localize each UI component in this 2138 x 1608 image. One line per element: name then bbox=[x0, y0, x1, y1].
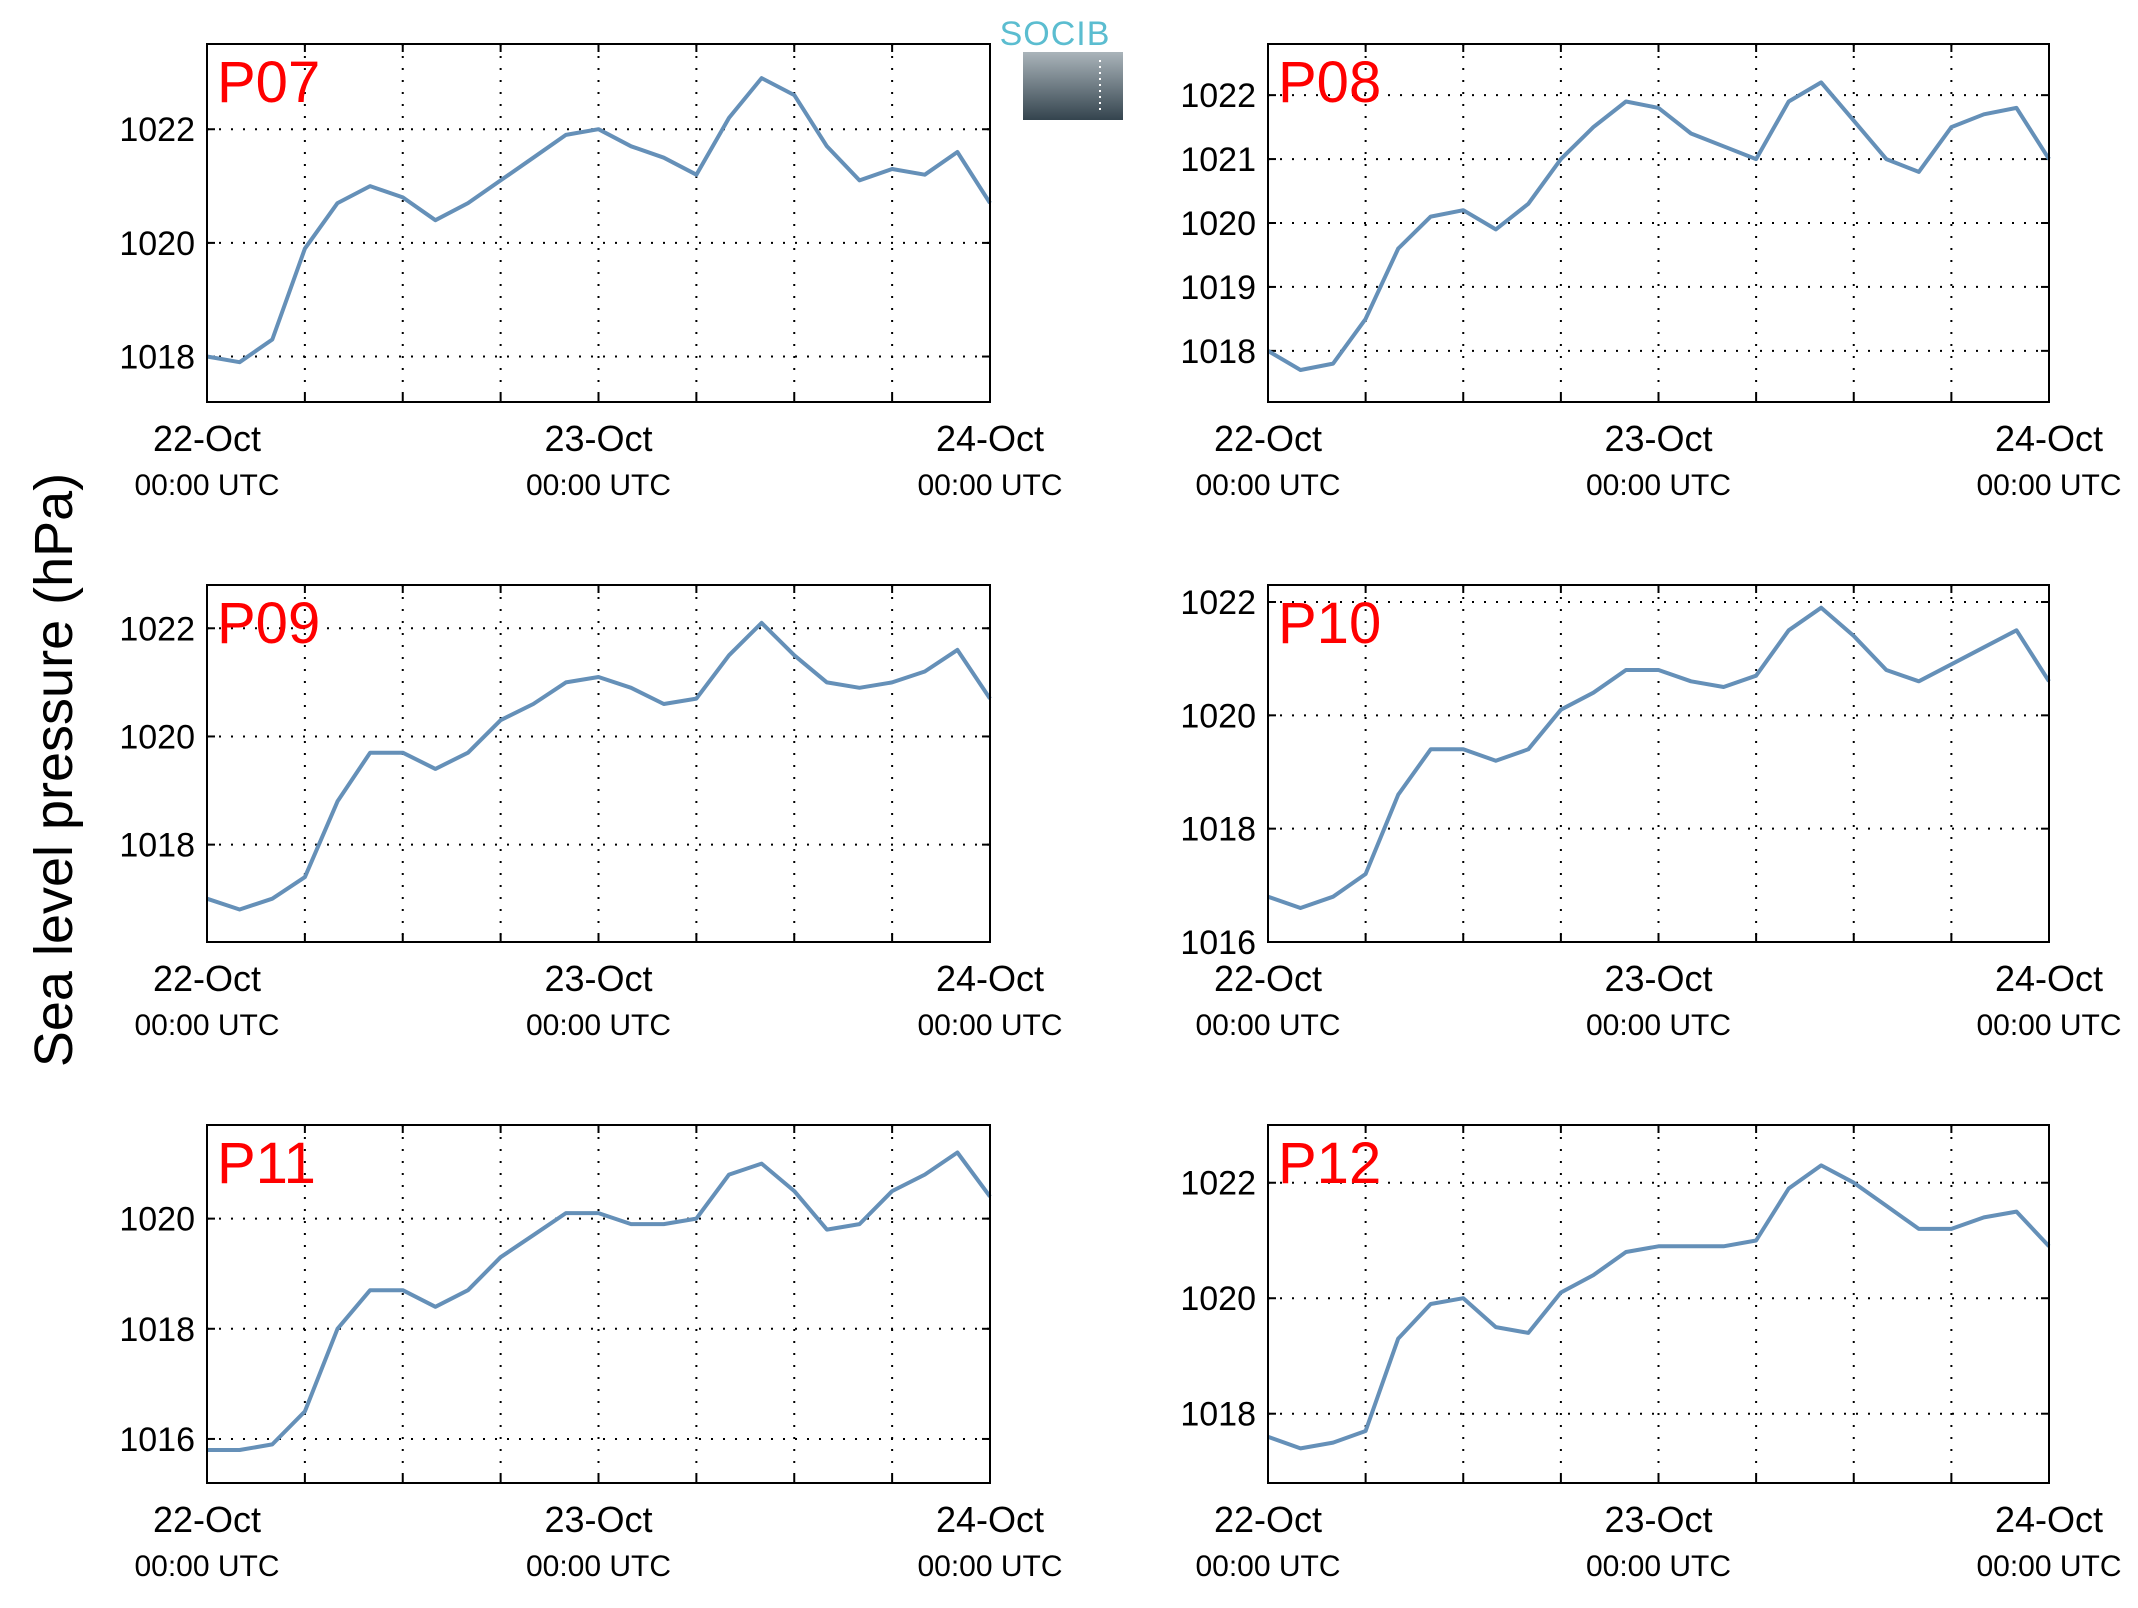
x-tick-label: 24-Oct bbox=[1995, 958, 2103, 999]
x-tick-time-label: 00:00 UTC bbox=[917, 1009, 1062, 1042]
y-tick-label: 1020 bbox=[119, 1201, 195, 1239]
panel-label: P12 bbox=[1278, 1131, 1381, 1196]
x-tick-label: 22-Oct bbox=[1214, 958, 1322, 999]
x-tick-time-label: 00:00 UTC bbox=[1976, 469, 2121, 502]
x-tick-label: 22-Oct bbox=[153, 958, 261, 999]
y-tick-label: 1022 bbox=[119, 111, 195, 149]
x-tick-label: 23-Oct bbox=[1604, 1499, 1712, 1540]
plot-frame bbox=[206, 1124, 991, 1484]
y-tick-label: 1021 bbox=[1180, 141, 1256, 179]
plot-frame bbox=[1267, 584, 2050, 943]
x-tick-time-label: 00:00 UTC bbox=[1586, 1550, 1731, 1583]
chart-panel-p11: 1016 1018 1020 P11 22-Oct 00:00 UTC 23-Oct 00:0… bbox=[119, 1124, 1063, 1583]
x-tick-time-label: 00:00 UTC bbox=[1976, 1009, 2121, 1042]
chart-panel-p10: 1016 1018 1020 1022 P10 22-Oct 00:00 UTC 23-Oct… bbox=[1180, 584, 2122, 1042]
series-line-p08 bbox=[1266, 80, 2051, 372]
socib-logo: SOCIB bbox=[1000, 15, 1123, 120]
y-tick-label: 1022 bbox=[1180, 1165, 1256, 1203]
chart-panel-p12: 1018 1020 1022 P12 22-Oct 00:00 UTC 23-Oct 00:0… bbox=[1180, 1124, 2122, 1583]
x-tick-time-label: 00:00 UTC bbox=[134, 1550, 279, 1583]
x-tick-label: 22-Oct bbox=[1214, 1499, 1322, 1540]
x-tick-label: 24-Oct bbox=[936, 418, 1044, 459]
y-tick-label: 1016 bbox=[1180, 924, 1256, 962]
y-tick-label: 1018 bbox=[1180, 1396, 1256, 1434]
x-tick-label: 24-Oct bbox=[936, 958, 1044, 999]
chart-panel-p09: 1018 1020 1022 P09 22-Oct 00:00 UTC 23-Oct 00:0… bbox=[119, 584, 1063, 1042]
series-line-p07 bbox=[206, 76, 992, 365]
x-tick-time-label: 00:00 UTC bbox=[1586, 1009, 1731, 1042]
plot-frame bbox=[206, 43, 991, 403]
x-tick-label: 22-Oct bbox=[1214, 418, 1322, 459]
panel-label: P07 bbox=[217, 50, 320, 115]
x-tick-label: 23-Oct bbox=[544, 418, 652, 459]
x-tick-label: 24-Oct bbox=[936, 1499, 1044, 1540]
x-tick-time-label: 00:00 UTC bbox=[526, 1550, 671, 1583]
x-tick-time-label: 00:00 UTC bbox=[526, 1009, 671, 1042]
panel-label: P08 bbox=[1278, 50, 1381, 115]
plot-frame bbox=[206, 584, 991, 943]
panels: 1018 1020 1022 P07 22-Oct 00:00 UTC 23-Oct 00:0… bbox=[119, 43, 2122, 1583]
series-line-p10 bbox=[1267, 605, 2051, 910]
chart-panel-p07: 1018 1020 1022 P07 22-Oct 00:00 UTC 23-Oct 00:0… bbox=[119, 43, 1063, 502]
panel-label: P11 bbox=[217, 1131, 316, 1196]
y-tick-label: 1022 bbox=[119, 610, 195, 648]
x-tick-label: 23-Oct bbox=[544, 1499, 652, 1540]
x-tick-label: 23-Oct bbox=[544, 958, 652, 999]
x-tick-time-label: 00:00 UTC bbox=[917, 469, 1062, 502]
x-tick-time-label: 00:00 UTC bbox=[1586, 469, 1731, 502]
y-tick-label: 1020 bbox=[1180, 1280, 1256, 1318]
x-tick-label: 22-Oct bbox=[153, 418, 261, 459]
series-line-p09 bbox=[206, 620, 992, 912]
x-tick-time-label: 00:00 UTC bbox=[1195, 1009, 1340, 1042]
logo-mark bbox=[1023, 52, 1123, 120]
series-line-p12 bbox=[1267, 1163, 2051, 1451]
y-tick-label: 1018 bbox=[119, 339, 195, 377]
plot-frame bbox=[1267, 43, 2050, 403]
y-tick-label: 1018 bbox=[1180, 333, 1256, 371]
logo-text: SOCIB bbox=[1000, 15, 1111, 53]
y-tick-label: 1016 bbox=[119, 1421, 195, 1459]
x-tick-time-label: 00:00 UTC bbox=[917, 1550, 1062, 1583]
chart-panel-p08: 1018 1019 1020 1021 1022 P08 22-Oct 00:00 UTC 23… bbox=[1180, 43, 2122, 502]
y-tick-label: 1020 bbox=[1180, 697, 1256, 735]
y-tick-label: 1018 bbox=[119, 1311, 195, 1349]
x-tick-time-label: 00:00 UTC bbox=[1976, 1550, 2121, 1583]
x-tick-label: 23-Oct bbox=[1604, 958, 1712, 999]
x-tick-time-label: 00:00 UTC bbox=[526, 469, 671, 502]
panel-label: P10 bbox=[1278, 591, 1381, 656]
x-tick-time-label: 00:00 UTC bbox=[1195, 469, 1340, 502]
x-tick-label: 24-Oct bbox=[1995, 1499, 2103, 1540]
x-tick-label: 22-Oct bbox=[153, 1499, 261, 1540]
x-tick-label: 24-Oct bbox=[1995, 418, 2103, 459]
y-tick-label: 1020 bbox=[1180, 205, 1256, 243]
y-tick-label: 1019 bbox=[1180, 269, 1256, 307]
panel-label: P09 bbox=[217, 591, 320, 656]
series-line-p11 bbox=[207, 1150, 992, 1452]
plot-frame bbox=[1267, 1124, 2050, 1484]
x-tick-time-label: 00:00 UTC bbox=[1195, 1550, 1340, 1583]
y-tick-label: 1022 bbox=[1180, 584, 1256, 622]
y-tick-label: 1020 bbox=[119, 718, 195, 756]
x-tick-time-label: 00:00 UTC bbox=[134, 1009, 279, 1042]
y-tick-label: 1022 bbox=[1180, 77, 1256, 115]
y-axis-label: Sea level pressure (hPa) bbox=[24, 473, 84, 1067]
x-tick-label: 23-Oct bbox=[1604, 418, 1712, 459]
x-tick-time-label: 00:00 UTC bbox=[134, 469, 279, 502]
y-tick-label: 1018 bbox=[1180, 811, 1256, 849]
y-tick-label: 1018 bbox=[119, 827, 195, 865]
y-tick-label: 1020 bbox=[119, 225, 195, 263]
